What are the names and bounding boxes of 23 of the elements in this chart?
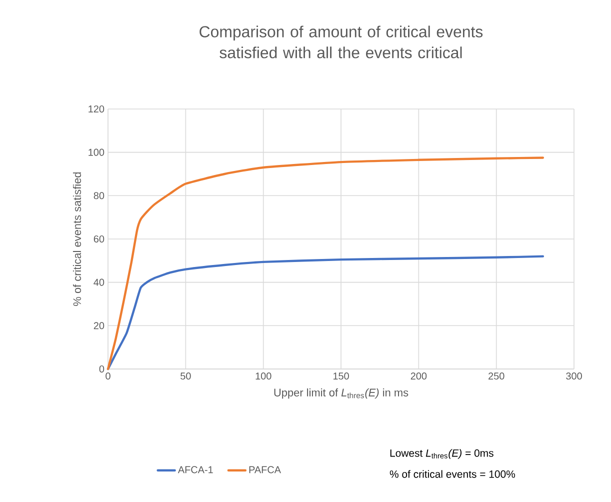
y-tick-label: 40 (94, 278, 104, 286)
y-tick-label: 20 (94, 322, 104, 330)
x-tick-label: 250 (488, 372, 504, 380)
x-axis-title: Upper limit of L$_{thres}$(E) in ms (274, 388, 408, 399)
legend-label: PAFCA (249, 466, 281, 474)
legend-label: AFCA-1 (178, 466, 213, 474)
x-tick-label: 0 (106, 372, 110, 380)
x-tick-label: 300 (566, 372, 582, 380)
x-tick-label: 200 (410, 372, 427, 380)
x-tick-label: 100 (256, 372, 272, 380)
x-tick-label: 50 (180, 372, 191, 380)
y-tick-label: 80 (94, 192, 104, 200)
y-tick-label: 100 (88, 148, 104, 156)
y-tick-label: 120 (88, 105, 104, 113)
text: % of critical events = 100% (390, 470, 516, 478)
chart-title: Comparison of amount of critical events satisfied with all the events critical (200, 26, 483, 58)
line-series (106, 156, 544, 370)
y-axis-title: % of critical events satisfied (72, 172, 82, 306)
y-tick-label: 0 (99, 365, 104, 373)
y-tick-label: 60 (94, 235, 104, 243)
text: Lowest L$_{thres}$(E) = 0ms (390, 449, 494, 459)
x-tick-label: 150 (333, 372, 349, 380)
line-series (106, 255, 544, 370)
